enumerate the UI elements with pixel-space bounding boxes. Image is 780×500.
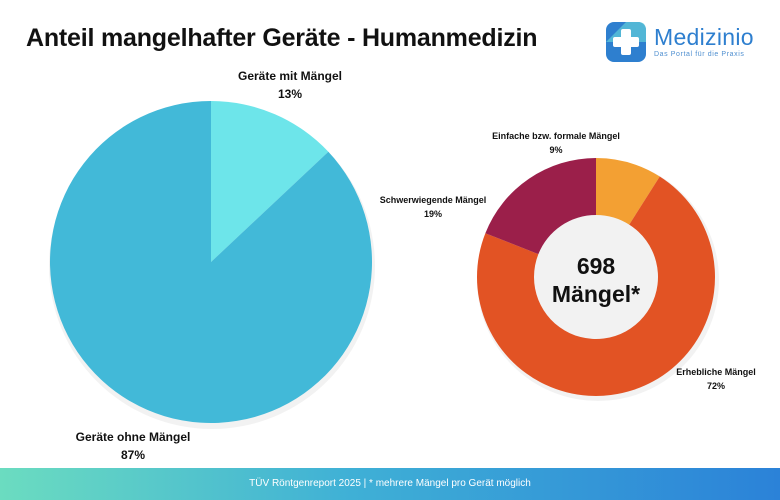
pie-slice-1 [49, 101, 372, 424]
donut-label-einfache-value: 9% [549, 145, 563, 155]
pie-label-mit-maengel: Geräte mit Mängel 13% [238, 67, 342, 103]
brand-logo: Medizinio Das Portal für die Praxis [606, 22, 776, 66]
donut-label-erhebliche: Erhebliche Mängel 72% [676, 365, 756, 393]
donut-label-einfache: Einfache bzw. formale Mängel 9% [492, 129, 620, 157]
donut-slice-1 [476, 176, 715, 396]
donut-slice-0 [596, 158, 660, 225]
donut-label-schwerwiegende-name: Schwerwiegende Mängel [379, 195, 487, 205]
pie-slice-0 [211, 101, 329, 262]
donut-label-erhebliche-value: 72% [706, 381, 725, 391]
pie-label-mit-maengel-value: 13% [277, 87, 303, 101]
donut-center-unit: Mängel* [551, 281, 641, 307]
donut-label-erhebliche-name: Erhebliche Mängel [676, 367, 756, 377]
pie-label-ohne-maengel: Geräte ohne Mängel 87% [76, 428, 191, 464]
donut-center-label: 698 Mängel* [552, 252, 640, 308]
brand-tagline: Das Portal für die Praxis [654, 51, 745, 58]
donut-label-einfache-name: Einfache bzw. formale Mängel [492, 131, 620, 141]
chart-title: Anteil mangelhafter Geräte - Humanmedizi… [26, 24, 538, 52]
footer-source-note: TÜV Röntgenreport 2025 | * mehrere Mänge… [0, 468, 780, 500]
donut-label-schwerwiegende-value: 19% [423, 209, 442, 219]
brand-name: Medizinio [654, 24, 754, 50]
donut-center-count: 698 [576, 253, 616, 279]
charts-canvas [49, 101, 719, 429]
pie-label-mit-maengel-name: Geräte mit Mängel [237, 69, 343, 83]
donut-label-schwerwiegende: Schwerwiegende Mängel 19% [380, 193, 487, 221]
pie-label-ohne-maengel-value: 87% [120, 448, 146, 462]
medizinio-cross-icon [606, 22, 646, 62]
donut-slice-2 [485, 158, 596, 255]
pie-label-ohne-maengel-name: Geräte ohne Mängel [75, 430, 191, 444]
